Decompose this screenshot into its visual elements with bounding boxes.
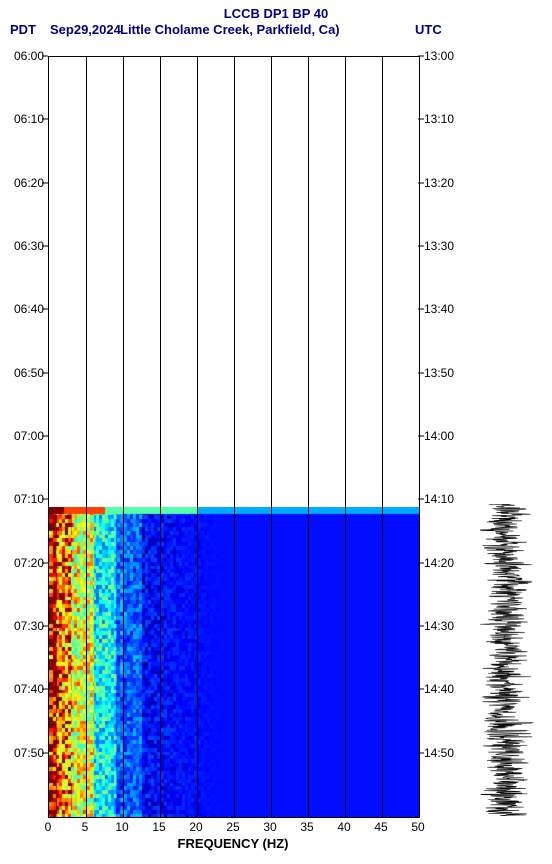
title-line1: LCCB DP1 BP 40 [0, 6, 552, 21]
y-tick-left-label: 06:50 [2, 366, 44, 380]
x-tick-label: 25 [226, 820, 239, 834]
plot-area [48, 56, 420, 818]
left-timezone: PDT [10, 22, 36, 37]
x-tick-label: 15 [152, 820, 165, 834]
y-tick-left-label: 07:40 [2, 682, 44, 696]
y-tick-right-label: 13:20 [424, 176, 466, 190]
y-tick-right-label: 13:10 [424, 112, 466, 126]
right-timezone: UTC [415, 22, 442, 37]
y-tick-left-label: 06:00 [2, 49, 44, 63]
y-tick-right-label: 14:10 [424, 492, 466, 506]
y-tick-mark [418, 436, 424, 437]
grid-vline [345, 57, 346, 817]
y-tick-mark [418, 689, 424, 690]
y-tick-mark [42, 309, 48, 310]
x-tick-label: 50 [411, 820, 424, 834]
y-tick-mark [42, 182, 48, 183]
y-tick-mark [418, 752, 424, 753]
y-tick-right-label: 14:40 [424, 682, 466, 696]
grid-vline [234, 57, 235, 817]
y-tick-mark [42, 752, 48, 753]
y-tick-right-label: 14:00 [424, 429, 466, 443]
y-tick-left-label: 07:30 [2, 619, 44, 633]
y-tick-mark [42, 626, 48, 627]
y-tick-left-label: 06:20 [2, 176, 44, 190]
y-tick-right-label: 13:50 [424, 366, 466, 380]
grid-vline [123, 57, 124, 817]
y-tick-mark [42, 119, 48, 120]
x-tick-label: 45 [374, 820, 387, 834]
waveform-trace [476, 504, 536, 816]
y-tick-mark [42, 499, 48, 500]
y-tick-mark [418, 182, 424, 183]
y-tick-right-label: 14:50 [424, 746, 466, 760]
x-tick-label: 35 [300, 820, 313, 834]
y-tick-right-label: 13:00 [424, 49, 466, 63]
location-text: Little Cholame Creek, Parkfield, Ca) [120, 22, 340, 37]
y-tick-mark [42, 436, 48, 437]
date-text: Sep29,2024 [50, 22, 121, 37]
y-tick-mark [418, 246, 424, 247]
y-tick-right-label: 13:30 [424, 239, 466, 253]
grid-vline [160, 57, 161, 817]
y-tick-mark [418, 56, 424, 57]
grid-vline [308, 57, 309, 817]
y-tick-left-label: 06:30 [2, 239, 44, 253]
y-tick-left-label: 06:10 [2, 112, 44, 126]
y-tick-mark [42, 562, 48, 563]
grid-vline [197, 57, 198, 817]
y-tick-mark [42, 689, 48, 690]
y-tick-mark [418, 562, 424, 563]
y-tick-mark [418, 499, 424, 500]
x-tick-label: 30 [263, 820, 276, 834]
x-tick-label: 10 [115, 820, 128, 834]
y-tick-mark [418, 309, 424, 310]
grid-vline [382, 57, 383, 817]
x-tick-label: 20 [189, 820, 202, 834]
y-tick-right-label: 14:20 [424, 556, 466, 570]
x-tick-label: 0 [45, 820, 52, 834]
x-axis-label: FREQUENCY (HZ) [48, 836, 418, 851]
grid-vline [271, 57, 272, 817]
x-tick-label: 5 [82, 820, 89, 834]
y-tick-right-label: 13:40 [424, 302, 466, 316]
y-tick-mark [42, 56, 48, 57]
y-tick-mark [418, 372, 424, 373]
y-tick-left-label: 06:40 [2, 302, 44, 316]
y-tick-left-label: 07:20 [2, 556, 44, 570]
y-tick-mark [418, 119, 424, 120]
grid-vline [86, 57, 87, 817]
y-tick-right-label: 14:30 [424, 619, 466, 633]
y-tick-mark [42, 246, 48, 247]
y-tick-left-label: 07:00 [2, 429, 44, 443]
y-tick-left-label: 07:10 [2, 492, 44, 506]
y-tick-mark [42, 372, 48, 373]
y-tick-left-label: 07:50 [2, 746, 44, 760]
x-tick-label: 40 [337, 820, 350, 834]
y-tick-mark [418, 626, 424, 627]
page: LCCB DP1 BP 40 PDT Sep29,2024 Little Cho… [0, 0, 552, 864]
